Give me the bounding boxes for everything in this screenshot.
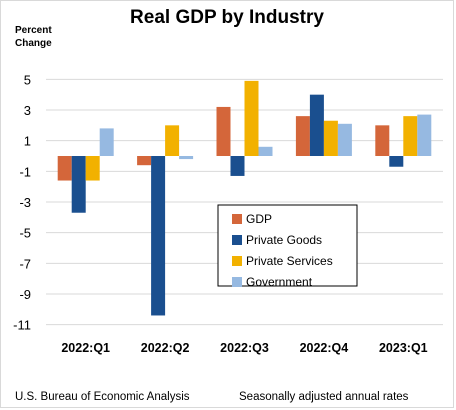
- bar-government: [258, 146, 273, 156]
- x-category-label: 2023:Q1: [379, 341, 428, 355]
- y-axis-label-line-1: Percent: [15, 25, 52, 36]
- y-tick-label: -9: [19, 287, 31, 302]
- y-tick-label: -5: [19, 226, 31, 241]
- bar-gdp: [216, 106, 231, 156]
- y-tick-label: -3: [19, 195, 31, 210]
- bar-private-services: [244, 80, 259, 156]
- bar-gdp: [295, 116, 310, 156]
- bar-private-goods: [151, 156, 166, 316]
- legend-entry: Private Services: [246, 254, 333, 268]
- bar-gdp: [137, 156, 152, 166]
- y-axis-label: Percent Change: [15, 24, 52, 50]
- y-tick-label: 5: [24, 72, 31, 87]
- legend-swatch: [232, 214, 242, 224]
- bar-private-goods: [71, 156, 86, 213]
- legend-swatch: [232, 256, 242, 266]
- footer-note: Seasonally adjusted annual rates: [239, 391, 409, 403]
- bar-private-goods: [230, 156, 245, 176]
- y-tick-label: 3: [24, 103, 31, 118]
- bar-government: [417, 114, 432, 156]
- legend-entry: Private Goods: [246, 233, 322, 247]
- legend-swatch: [232, 277, 242, 287]
- bar-private-services: [323, 120, 338, 156]
- y-tick-label: -11: [13, 318, 31, 333]
- legend-entry: Government: [246, 275, 313, 289]
- y-tick-label: -1: [19, 164, 31, 179]
- bar-private-services: [403, 116, 418, 156]
- bar-government: [337, 123, 352, 156]
- footer-source: U.S. Bureau of Economic Analysis: [15, 391, 190, 403]
- legend-entry: GDP: [246, 212, 272, 226]
- x-category-label: 2022:Q1: [61, 341, 110, 355]
- y-axis-label-line-2: Change: [15, 38, 52, 49]
- bar-private-services: [165, 125, 180, 156]
- bar-private-services: [85, 156, 100, 181]
- bar-private-goods: [389, 156, 404, 167]
- bar-government: [179, 156, 194, 160]
- bar-government: [99, 128, 114, 156]
- x-category-label: 2022:Q3: [220, 341, 269, 355]
- x-category-label: 2022:Q2: [141, 341, 190, 355]
- y-tick-label: 1: [24, 134, 31, 149]
- bar-gdp: [375, 125, 390, 156]
- bar-gdp: [57, 156, 72, 181]
- chart-title: Real GDP by Industry: [130, 7, 324, 28]
- legend-swatch: [232, 235, 242, 245]
- y-tick-label: -7: [19, 256, 31, 271]
- bar-private-goods: [309, 94, 324, 156]
- x-category-label: 2022:Q4: [300, 341, 349, 355]
